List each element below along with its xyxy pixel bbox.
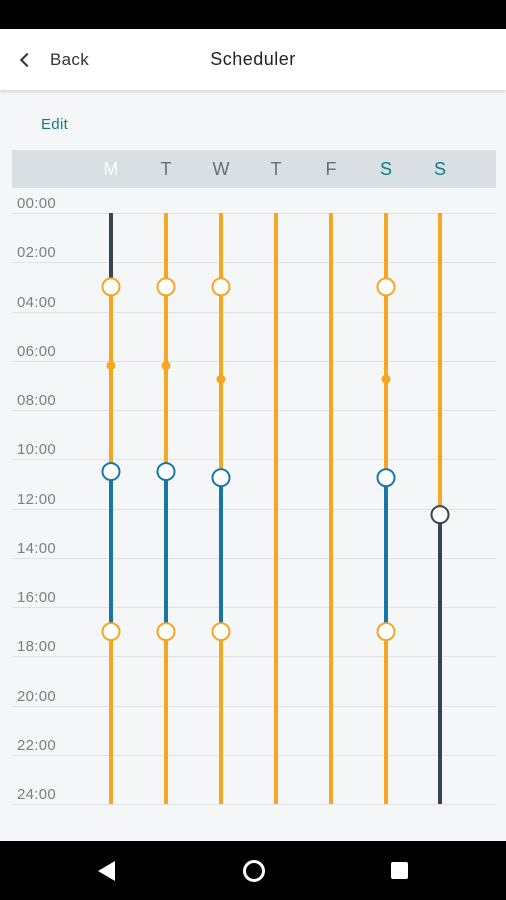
- hour-label: 08:00: [17, 392, 57, 409]
- nav-recents-button[interactable]: [369, 841, 429, 900]
- switchpoint-handle[interactable]: [376, 622, 396, 642]
- day-label: S: [433, 159, 446, 179]
- schedule-marker: [161, 361, 171, 371]
- hour-label: 20:00: [17, 688, 57, 705]
- grid-line: [12, 312, 496, 313]
- switchpoint-handle[interactable]: [156, 277, 176, 297]
- grid-line: [12, 213, 496, 214]
- nav-back-button[interactable]: [76, 841, 136, 900]
- grid-line: [12, 706, 496, 707]
- switchpoint-handle[interactable]: [156, 462, 176, 482]
- back-label: Back: [50, 49, 89, 69]
- grid-line: [12, 656, 496, 657]
- switchpoint-handle[interactable]: [211, 622, 231, 642]
- app-bar: Back Scheduler: [0, 29, 506, 90]
- edit-button[interactable]: Edit: [41, 116, 69, 133]
- navigation-bar: [0, 841, 506, 900]
- grid-line: [12, 459, 496, 460]
- switchpoint-handle[interactable]: [101, 277, 121, 297]
- day-5[interactable]: S: [368, 150, 404, 188]
- day-label: M: [103, 159, 119, 179]
- hour-label: 16:00: [17, 589, 57, 606]
- grid-line: [12, 558, 496, 559]
- schedule-marker: [216, 374, 226, 384]
- switchpoint-handle[interactable]: [101, 462, 121, 482]
- hour-label: 22:00: [17, 737, 57, 754]
- grid-line: [12, 410, 496, 411]
- day-2[interactable]: W: [203, 150, 239, 188]
- day-label: T: [160, 159, 172, 179]
- schedule-marker: [381, 374, 391, 384]
- hour-label: 06:00: [17, 343, 57, 360]
- grid-line: [12, 361, 496, 362]
- switchpoint-handle[interactable]: [211, 468, 231, 488]
- hour-label: 18:00: [17, 638, 57, 655]
- schedule-chart: [101, 213, 450, 804]
- switchpoint-handle[interactable]: [376, 468, 396, 488]
- home-circle-icon: [243, 859, 265, 882]
- day-0[interactable]: M: [93, 150, 129, 188]
- day-label: W: [212, 159, 230, 179]
- schedule-marker: [106, 361, 116, 371]
- hour-label: 00:00: [17, 195, 57, 212]
- grid-line: [12, 755, 496, 756]
- grid-line: [12, 804, 496, 805]
- grid-line: [12, 607, 496, 608]
- day-1[interactable]: T: [148, 150, 184, 188]
- day-label: F: [325, 159, 337, 179]
- back-triangle-icon: [97, 860, 115, 881]
- nav-home-button[interactable]: [224, 841, 284, 900]
- switchpoint-handle[interactable]: [430, 505, 450, 525]
- day-3[interactable]: T: [258, 150, 294, 188]
- day-label: S: [379, 159, 392, 179]
- grid-line: [12, 509, 496, 510]
- recents-square-icon: [390, 862, 408, 879]
- switchpoint-handle[interactable]: [156, 622, 176, 642]
- switchpoint-handle[interactable]: [376, 277, 396, 297]
- hour-label: 10:00: [17, 441, 57, 458]
- hour-label: 12:00: [17, 491, 57, 508]
- hour-label: 04:00: [17, 294, 57, 311]
- day-6[interactable]: S: [422, 150, 458, 188]
- day-label: T: [270, 159, 282, 179]
- hour-label: 14:00: [17, 540, 57, 557]
- status-bar: [0, 0, 506, 29]
- chevron-left-icon: [19, 52, 35, 67]
- day-4[interactable]: F: [313, 150, 349, 188]
- hour-label: 02:00: [17, 244, 57, 261]
- switchpoint-handle[interactable]: [101, 622, 121, 642]
- switchpoint-handle[interactable]: [211, 277, 231, 297]
- grid-line: [12, 262, 496, 263]
- hour-label: 24:00: [17, 786, 57, 803]
- back-button[interactable]: Back: [19, 29, 89, 90]
